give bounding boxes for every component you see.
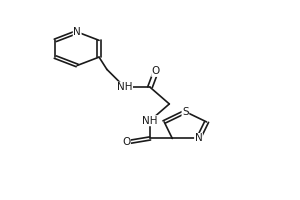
Text: N: N	[195, 133, 203, 143]
Text: O: O	[152, 66, 160, 76]
Text: NH: NH	[117, 82, 133, 92]
Text: NH: NH	[142, 116, 158, 126]
Text: S: S	[182, 107, 189, 117]
Text: N: N	[73, 27, 81, 37]
Text: O: O	[122, 137, 130, 147]
